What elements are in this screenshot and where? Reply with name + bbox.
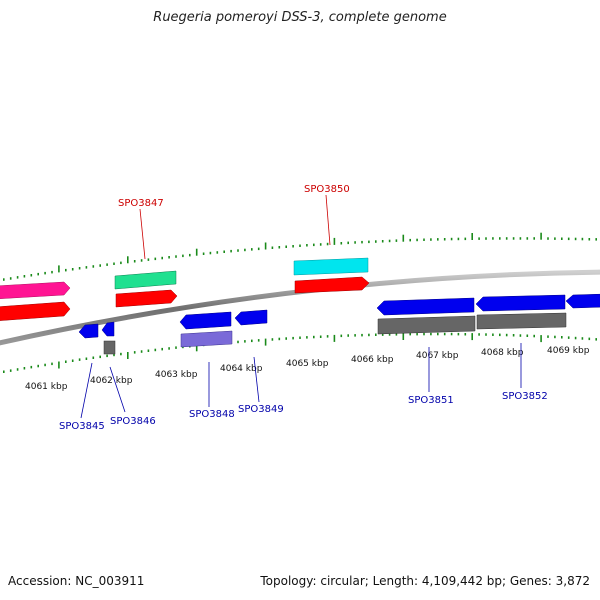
cds-feature-spo3846[interactable] — [101, 321, 115, 337]
scale-label-4069: 4069 kbp — [547, 346, 590, 356]
gene-feature-spo3848[interactable] — [180, 330, 233, 348]
scale-label-4065: 4065 kbp — [286, 359, 329, 369]
gene-feature-spo3850[interactable] — [293, 257, 369, 276]
label-leaders — [80, 194, 522, 419]
scale-label-4062: 4062 kbp — [90, 376, 133, 386]
cds-feature-spo3848[interactable] — [179, 311, 232, 330]
leader-spo3845 — [80, 362, 93, 419]
accession-text: Accession: NC_003911 — [8, 574, 145, 588]
scale-label-4068: 4068 kbp — [481, 348, 524, 358]
scale-labels: 4061 kbp 4062 kbp 4063 kbp 4064 kbp 4065… — [25, 346, 590, 392]
cds-feature-spo3845[interactable] — [78, 323, 99, 339]
scale-label-4066: 4066 kbp — [351, 355, 394, 365]
gene-label-spo3846[interactable]: SPO3846 — [110, 416, 156, 427]
bottom-strand-features — [78, 293, 600, 355]
cds-feature-spo3852[interactable] — [475, 294, 566, 312]
top-tick-row — [2, 232, 598, 281]
gene-label-spo3851[interactable]: SPO3851 — [408, 395, 454, 406]
scale-label-4064: 4064 kbp — [220, 364, 263, 374]
leader-spo3850 — [325, 194, 331, 246]
gene-feature-spo3851[interactable] — [377, 315, 476, 335]
map-title: Ruegeria pomeroyi DSS-3, complete genome — [153, 10, 447, 25]
gene-feature-spo3846[interactable] — [103, 340, 116, 355]
gene-labels: SPO3847 SPO3850 SPO3845 SPO3846 SPO3848 … — [59, 184, 548, 432]
gene-label-spo3849[interactable]: SPO3849 — [238, 404, 284, 415]
cds-feature-spo3849[interactable] — [234, 309, 268, 326]
gene-label-spo3848[interactable]: SPO3848 — [189, 409, 235, 420]
scale-label-4067: 4067 kbp — [416, 351, 459, 361]
gene-label-spo3845[interactable]: SPO3845 — [59, 421, 105, 432]
leader-spo3846 — [109, 366, 126, 413]
cds-feature-spo3851[interactable] — [376, 297, 475, 316]
genome-summary-text: Topology: circular; Length: 4,109,442 bp… — [260, 574, 590, 588]
leader-spo3849 — [253, 356, 260, 403]
scale-label-4063: 4063 kbp — [155, 370, 198, 380]
cds-feature-spo3847[interactable] — [115, 289, 178, 308]
gene-label-spo3852[interactable]: SPO3852 — [502, 391, 548, 402]
gene-label-spo3847[interactable]: SPO3847 — [118, 198, 164, 209]
gene-feature-spo3852[interactable] — [476, 312, 567, 330]
gene-label-spo3850[interactable]: SPO3850 — [304, 184, 350, 195]
cds-feature-spo3850[interactable] — [294, 276, 370, 294]
scale-label-4061: 4061 kbp — [25, 382, 68, 392]
cds-feature-left-red[interactable] — [0, 301, 71, 321]
top-strand-features — [0, 257, 370, 321]
cds-feature-right-partial[interactable] — [565, 293, 600, 309]
gene-feature-spo3847[interactable] — [114, 270, 177, 290]
leader-spo3847 — [139, 208, 146, 260]
gene-feature-left-pink[interactable] — [0, 281, 71, 299]
